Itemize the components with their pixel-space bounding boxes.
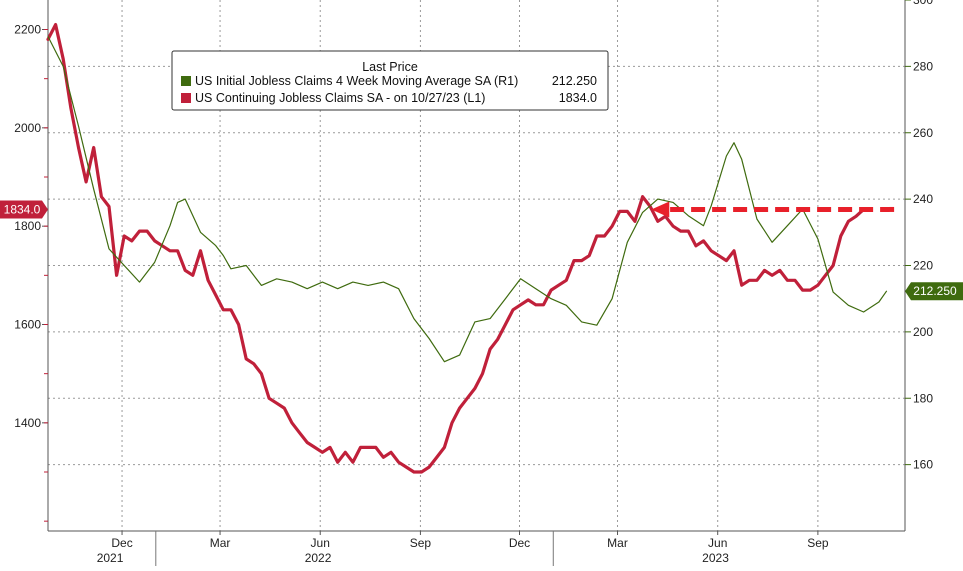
x-tick-label-4: Dec xyxy=(509,536,530,550)
legend-label-continuing: US Continuing Jobless Claims SA - on 10/… xyxy=(195,91,485,105)
continuing-claims-line xyxy=(46,23,866,474)
right-tick-label-7: 300 xyxy=(913,0,933,7)
annotations xyxy=(651,201,895,218)
axes: 1400 1600 1800 2000 2200 160 180 200 220 240 260 28… xyxy=(14,0,933,566)
legend-header: Last Price xyxy=(362,60,418,74)
right-tick-label-2: 200 xyxy=(913,325,933,339)
right-tick-label-3: 220 xyxy=(913,259,933,273)
x-tick-label-3: Sep xyxy=(410,536,432,550)
left-tick-label-1: 1600 xyxy=(14,318,41,332)
initial-claims-line xyxy=(47,35,888,363)
legend: Last Price US Initial Jobless Claims 4 W… xyxy=(171,50,609,111)
gridlines xyxy=(48,0,905,531)
legend-swatch-initial xyxy=(181,76,191,86)
x-tick-label-6: Jun xyxy=(708,536,727,550)
right-last-value-label: 212.250 xyxy=(913,284,957,298)
legend-value-continuing: 1834.0 xyxy=(559,91,597,105)
x-tick-label-0: Dec xyxy=(111,536,132,550)
legend-swatch-continuing xyxy=(181,93,191,103)
legend-label-initial: US Initial Jobless Claims 4 Week Moving … xyxy=(195,74,518,88)
year-label-0: 2021 xyxy=(97,551,124,565)
year-label-1: 2022 xyxy=(305,551,332,565)
right-last-value-badge xyxy=(905,282,963,301)
right-tick-label-5: 260 xyxy=(913,126,933,140)
year-label-2: 2023 xyxy=(702,551,729,565)
left-tick-label-0: 1400 xyxy=(14,416,41,430)
series xyxy=(46,23,888,474)
right-tick-label-0: 160 xyxy=(913,458,933,472)
x-tick-label-7: Sep xyxy=(807,536,829,550)
left-last-value-label: 1834.0 xyxy=(4,202,41,216)
x-tick-label-5: Mar xyxy=(607,536,628,550)
right-tick-label-1: 180 xyxy=(913,391,933,405)
left-last-value-badge xyxy=(0,200,48,219)
arrow-head xyxy=(651,201,670,218)
legend-box xyxy=(171,50,609,111)
x-tick-label-1: Mar xyxy=(210,536,231,550)
right-tick-label-4: 240 xyxy=(913,192,933,206)
left-tick-label-3: 2000 xyxy=(14,121,41,135)
x-tick-label-2: Jun xyxy=(311,536,330,550)
legend-value-initial: 212.250 xyxy=(552,74,597,88)
last-value-badges: 1834.0 212.250 xyxy=(0,200,963,301)
right-tick-label-6: 280 xyxy=(913,59,933,73)
left-tick-label-2: 1800 xyxy=(14,219,41,233)
left-tick-label-4: 2200 xyxy=(14,23,41,37)
